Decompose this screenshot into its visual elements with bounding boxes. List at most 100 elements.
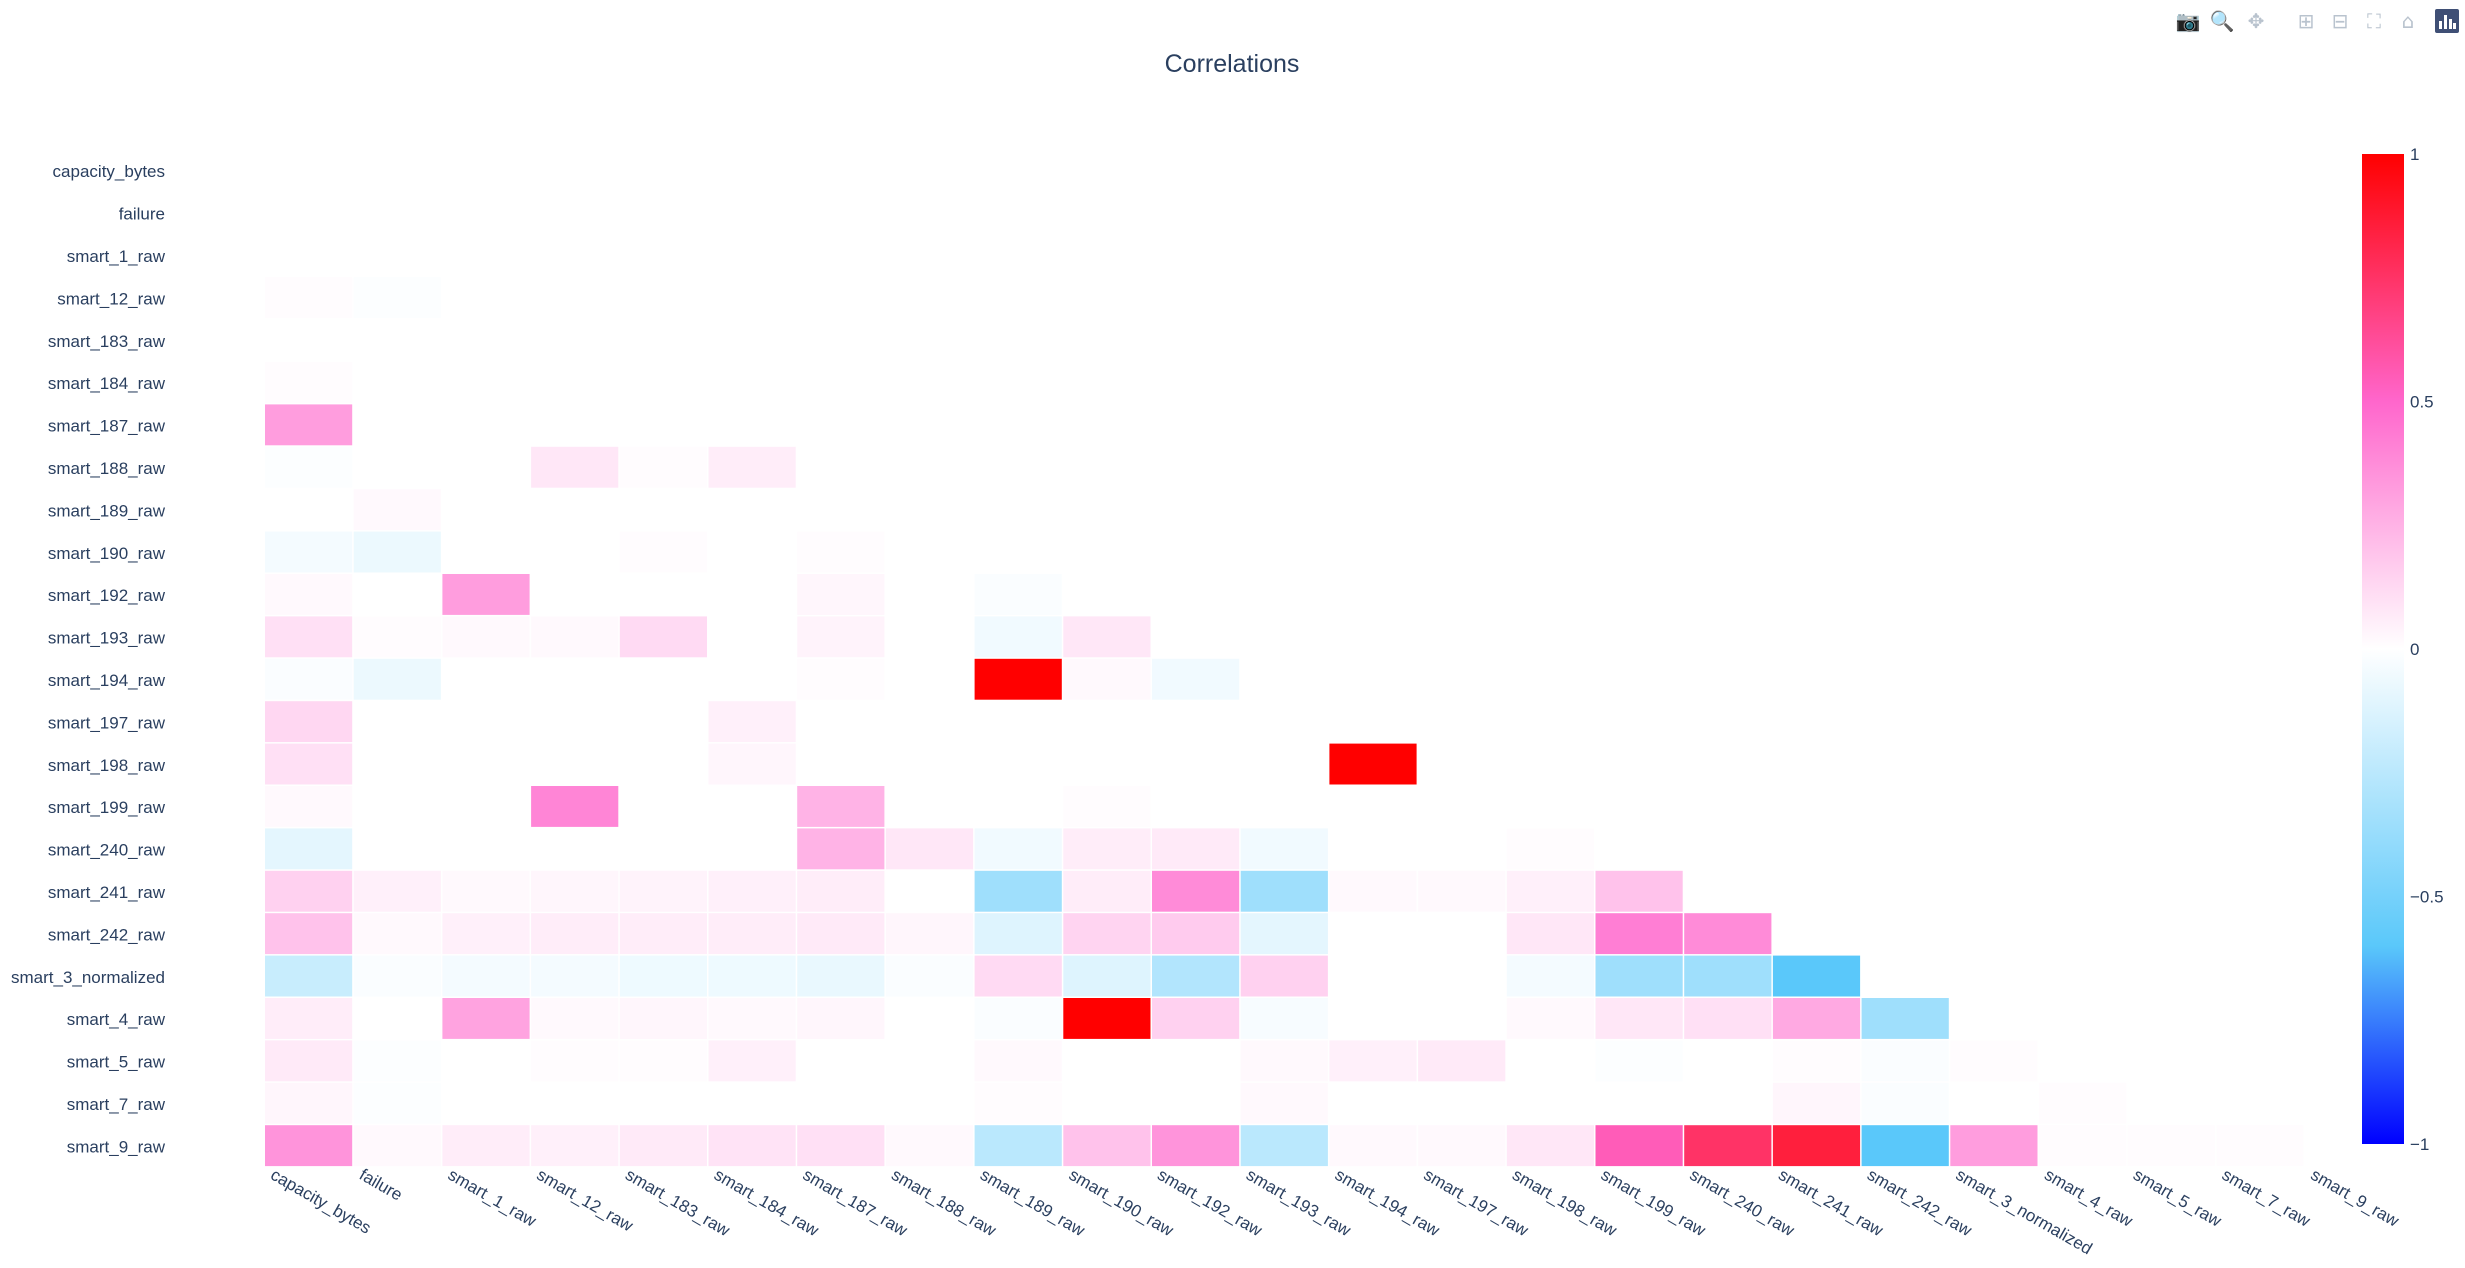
heatmap-cell-smart_5_raw-smart_190_raw[interactable] <box>1063 1040 1151 1082</box>
heatmap-cell-smart_4_raw-smart_197_raw[interactable] <box>1418 998 1506 1039</box>
heatmap-cell-smart_193_raw-smart_190_raw[interactable] <box>1063 616 1151 658</box>
heatmap-cell-smart_4_raw-failure[interactable] <box>353 998 441 1039</box>
heatmap-cell-smart_242_raw-smart_183_raw[interactable] <box>619 913 707 955</box>
zoom-icon[interactable]: 🔍 <box>2209 9 2235 33</box>
heatmap-cell-smart_194_raw-smart_192_raw[interactable] <box>1152 658 1240 700</box>
heatmap-cell-smart_193_raw-smart_184_raw[interactable] <box>708 616 796 658</box>
heatmap-cell-smart_197_raw-smart_187_raw[interactable] <box>797 701 885 743</box>
heatmap-cell-smart_241_raw-smart_199_raw[interactable] <box>1595 870 1683 912</box>
heatmap-cell-failure-capacity_bytes[interactable] <box>265 192 353 234</box>
heatmap-cell-smart_3_normalized-smart_189_raw[interactable] <box>974 955 1062 997</box>
heatmap-cell-smart_194_raw-failure[interactable] <box>353 658 441 700</box>
heatmap-cell-smart_7_raw-smart_183_raw[interactable] <box>619 1082 707 1124</box>
heatmap-cell-smart_5_raw-smart_12_raw[interactable] <box>531 1040 619 1082</box>
heatmap-cell-smart_242_raw-smart_189_raw[interactable] <box>974 913 1062 955</box>
heatmap-cell-smart_5_raw-smart_194_raw[interactable] <box>1329 1040 1417 1082</box>
heatmap-cell-smart_242_raw-smart_194_raw[interactable] <box>1329 913 1417 955</box>
heatmap-cell-smart_189_raw-failure[interactable] <box>353 489 441 531</box>
heatmap-cell-smart_7_raw-smart_192_raw[interactable] <box>1152 1082 1240 1124</box>
heatmap-cell-smart_242_raw-smart_198_raw[interactable] <box>1506 913 1594 955</box>
heatmap-cell-smart_190_raw-smart_1_raw[interactable] <box>442 531 530 573</box>
heatmap-cell-smart_197_raw-smart_189_raw[interactable] <box>974 701 1062 743</box>
heatmap-cell-smart_241_raw-smart_198_raw[interactable] <box>1506 870 1594 912</box>
heatmap-cell-smart_197_raw-smart_188_raw[interactable] <box>885 701 974 743</box>
heatmap-cell-smart_9_raw-smart_4_raw[interactable] <box>2039 1125 2127 1167</box>
heatmap-cell-smart_242_raw-failure[interactable] <box>353 913 441 955</box>
reset-axes-icon[interactable]: ⌂ <box>2401 9 2415 33</box>
heatmap-cell-smart_242_raw-smart_187_raw[interactable] <box>797 913 885 955</box>
heatmap-cell-smart_240_raw-capacity_bytes[interactable] <box>265 828 353 870</box>
heatmap-cell-smart_197_raw-smart_190_raw[interactable] <box>1063 701 1151 743</box>
heatmap-cell-smart_5_raw-smart_199_raw[interactable] <box>1595 1040 1683 1082</box>
heatmap-cell-smart_192_raw-capacity_bytes[interactable] <box>265 574 353 615</box>
heatmap-cell-smart_193_raw-smart_1_raw[interactable] <box>442 616 530 658</box>
heatmap-cell-smart_199_raw-smart_183_raw[interactable] <box>619 786 707 827</box>
heatmap-cell-smart_197_raw-smart_183_raw[interactable] <box>619 701 707 743</box>
heatmap-cell-smart_190_raw-failure[interactable] <box>353 531 441 573</box>
heatmap-cell-smart_241_raw-smart_194_raw[interactable] <box>1329 870 1417 912</box>
heatmap-cell-smart_9_raw-smart_1_raw[interactable] <box>442 1125 530 1167</box>
heatmap-cell-smart_9_raw-smart_183_raw[interactable] <box>619 1125 707 1167</box>
heatmap-cell-smart_242_raw-smart_192_raw[interactable] <box>1152 913 1240 955</box>
heatmap-cell-smart_199_raw-smart_1_raw[interactable] <box>442 786 530 827</box>
heatmap-cell-smart_189_raw-capacity_bytes[interactable] <box>265 489 353 531</box>
heatmap-cell-smart_198_raw-smart_188_raw[interactable] <box>885 743 974 785</box>
heatmap-cell-smart_240_raw-smart_183_raw[interactable] <box>619 828 707 870</box>
heatmap-cell-smart_198_raw-failure[interactable] <box>353 743 441 785</box>
heatmap-cell-smart_198_raw-smart_192_raw[interactable] <box>1152 743 1240 785</box>
heatmap-cell-smart_198_raw-smart_12_raw[interactable] <box>531 743 619 785</box>
heatmap-cell-smart_3_normalized-smart_187_raw[interactable] <box>797 955 885 997</box>
heatmap-cell-smart_188_raw-smart_187_raw[interactable] <box>797 446 885 488</box>
heatmap-cell-smart_4_raw-smart_199_raw[interactable] <box>1595 998 1683 1039</box>
zoom-out-icon[interactable]: ⊟ <box>2331 9 2349 33</box>
heatmap-cell-smart_5_raw-smart_188_raw[interactable] <box>885 1040 974 1082</box>
heatmap-cell-smart_7_raw-smart_189_raw[interactable] <box>974 1082 1062 1124</box>
heatmap-cell-smart_242_raw-smart_190_raw[interactable] <box>1063 913 1151 955</box>
heatmap-cell-smart_3_normalized-smart_240_raw[interactable] <box>1684 955 1772 997</box>
heatmap-cell-smart_197_raw-smart_1_raw[interactable] <box>442 701 530 743</box>
heatmap-cell-smart_241_raw-capacity_bytes[interactable] <box>265 870 353 912</box>
heatmap-cell-smart_183_raw-smart_12_raw[interactable] <box>531 319 619 361</box>
autoscale-icon[interactable]: ⛶ <box>2367 9 2381 33</box>
heatmap-cell-smart_240_raw-smart_192_raw[interactable] <box>1152 828 1240 870</box>
heatmap-cell-smart_7_raw-smart_194_raw[interactable] <box>1329 1082 1417 1124</box>
heatmap-cell-smart_3_normalized-smart_192_raw[interactable] <box>1152 955 1240 997</box>
heatmap-cell-smart_9_raw-smart_193_raw[interactable] <box>1240 1125 1328 1167</box>
heatmap-cell-smart_7_raw-smart_3_normalized[interactable] <box>1950 1082 2038 1124</box>
heatmap-cell-smart_7_raw-smart_184_raw[interactable] <box>708 1082 796 1124</box>
heatmap-cell-smart_199_raw-smart_189_raw[interactable] <box>974 786 1062 827</box>
heatmap-cell-smart_198_raw-smart_190_raw[interactable] <box>1063 743 1151 785</box>
heatmap-cell-smart_3_normalized-smart_190_raw[interactable] <box>1063 955 1151 997</box>
heatmap-cell-smart_3_normalized-smart_184_raw[interactable] <box>708 955 796 997</box>
heatmap-cell-smart_192_raw-smart_183_raw[interactable] <box>619 574 707 615</box>
heatmap-cell-smart_197_raw-failure[interactable] <box>353 701 441 743</box>
heatmap-cell-smart_9_raw-smart_241_raw[interactable] <box>1772 1125 1861 1167</box>
heatmap-cell-smart_5_raw-smart_241_raw[interactable] <box>1772 1040 1861 1082</box>
heatmap-cell-smart_240_raw-smart_193_raw[interactable] <box>1240 828 1328 870</box>
heatmap-cell-smart_12_raw-smart_1_raw[interactable] <box>442 277 530 319</box>
heatmap-cell-smart_7_raw-smart_193_raw[interactable] <box>1240 1082 1328 1124</box>
heatmap-cell-smart_7_raw-smart_242_raw[interactable] <box>1861 1082 1949 1124</box>
heatmap-cell-smart_7_raw-smart_199_raw[interactable] <box>1595 1082 1683 1124</box>
heatmap-cell-smart_241_raw-smart_183_raw[interactable] <box>619 870 707 912</box>
heatmap-cell-smart_189_raw-smart_184_raw[interactable] <box>708 489 796 531</box>
heatmap-cell-smart_3_normalized-smart_188_raw[interactable] <box>885 955 974 997</box>
heatmap-cell-smart_242_raw-smart_197_raw[interactable] <box>1418 913 1506 955</box>
heatmap-cell-smart_7_raw-smart_190_raw[interactable] <box>1063 1082 1151 1124</box>
heatmap-cell-smart_4_raw-smart_188_raw[interactable] <box>885 998 974 1039</box>
heatmap-cell-smart_9_raw-smart_12_raw[interactable] <box>531 1125 619 1167</box>
heatmap-cell-smart_183_raw-failure[interactable] <box>353 319 441 361</box>
heatmap-cell-smart_7_raw-smart_240_raw[interactable] <box>1684 1082 1772 1124</box>
heatmap-cell-smart_187_raw-smart_1_raw[interactable] <box>442 404 530 446</box>
heatmap-cell-smart_199_raw-smart_187_raw[interactable] <box>797 786 885 827</box>
heatmap-cell-smart_189_raw-smart_188_raw[interactable] <box>885 489 974 531</box>
heatmap-cell-smart_12_raw-capacity_bytes[interactable] <box>265 277 353 319</box>
heatmap-cell-smart_242_raw-smart_184_raw[interactable] <box>708 913 796 955</box>
heatmap-cell-smart_198_raw-capacity_bytes[interactable] <box>265 743 353 785</box>
heatmap-cell-smart_240_raw-smart_198_raw[interactable] <box>1506 828 1594 870</box>
heatmap-cell-smart_242_raw-smart_240_raw[interactable] <box>1684 913 1772 955</box>
heatmap-cell-smart_3_normalized-smart_12_raw[interactable] <box>531 955 619 997</box>
heatmap-cell-smart_199_raw-smart_194_raw[interactable] <box>1329 786 1417 827</box>
heatmap-cell-smart_9_raw-smart_3_normalized[interactable] <box>1950 1125 2038 1167</box>
heatmap-cell-smart_9_raw-smart_197_raw[interactable] <box>1418 1125 1506 1167</box>
